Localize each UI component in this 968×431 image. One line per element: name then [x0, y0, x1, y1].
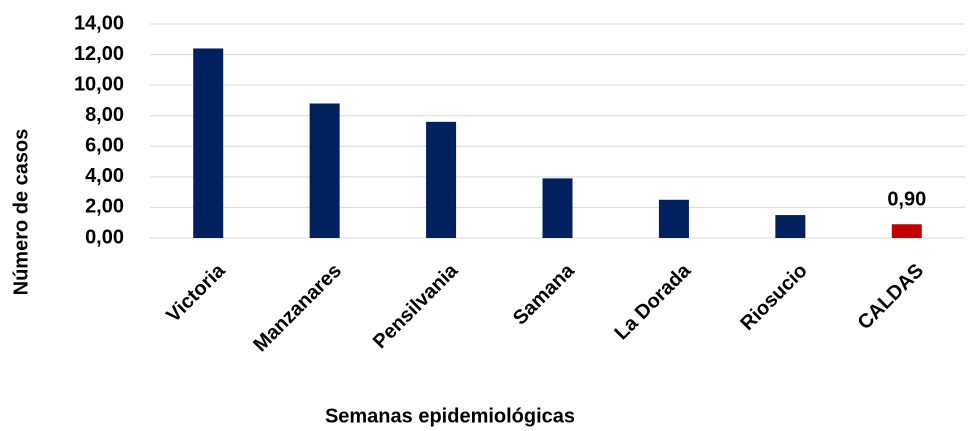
- y-tick-label: 12,00: [74, 43, 124, 65]
- bar: [426, 121, 457, 238]
- x-axis-title: Semanas epidemiológicas: [325, 405, 575, 427]
- x-tick-label: La Dorada: [610, 259, 695, 344]
- y-tick-label: 0,00: [85, 226, 124, 248]
- x-tick-label: Manzanares: [249, 260, 346, 357]
- data-label: 0,90: [887, 189, 926, 211]
- bar: [193, 48, 224, 239]
- y-tick-label: 6,00: [85, 135, 124, 157]
- y-axis-title: Número de casos: [10, 129, 32, 296]
- x-tick-label: Victoria: [162, 259, 230, 327]
- x-tick-label: Riosucio: [736, 260, 811, 335]
- bar: [891, 224, 922, 238]
- y-tick-label: 2,00: [85, 196, 124, 218]
- bar: [309, 103, 340, 238]
- x-tick-label: Samana: [509, 259, 579, 329]
- x-tick-label: Pensilvania: [369, 259, 463, 353]
- y-tick-label: 14,00: [74, 12, 124, 34]
- x-tick-label: CALDAS: [854, 260, 928, 334]
- bar: [542, 178, 573, 238]
- bar: [775, 215, 806, 238]
- bar: [658, 199, 689, 238]
- y-tick-label: 4,00: [85, 165, 124, 187]
- y-tick-label: 10,00: [74, 73, 124, 95]
- y-tick-label: 8,00: [85, 104, 124, 126]
